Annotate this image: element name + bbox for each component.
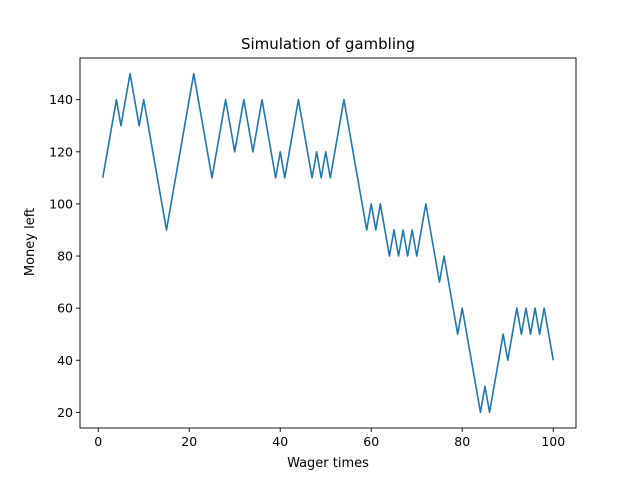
y-tick-label: 100 <box>49 196 73 211</box>
x-tick-label: 40 <box>272 434 288 449</box>
y-tick-label: 60 <box>57 301 73 316</box>
x-tick-label: 100 <box>541 434 565 449</box>
chart-title: Simulation of gambling <box>241 35 415 53</box>
axes-frame <box>79 57 577 429</box>
plot-area: 0 20 40 60 80 100 20 40 60 80 100 120 140 <box>49 57 577 449</box>
y-axis-label: Money left <box>23 208 38 276</box>
x-tick-label: 60 <box>363 434 379 449</box>
y-tick-label: 40 <box>57 353 73 368</box>
x-tick-label: 20 <box>181 434 197 449</box>
x-tick-label: 80 <box>454 434 470 449</box>
x-tick-label: 0 <box>94 434 102 449</box>
y-tick-label: 120 <box>49 144 73 159</box>
y-tick-label: 80 <box>57 249 73 264</box>
series-line <box>101 72 555 414</box>
x-axis-label: Wager times <box>287 456 369 471</box>
y-tick-label: 20 <box>57 405 73 420</box>
y-tick-label: 140 <box>49 92 73 107</box>
